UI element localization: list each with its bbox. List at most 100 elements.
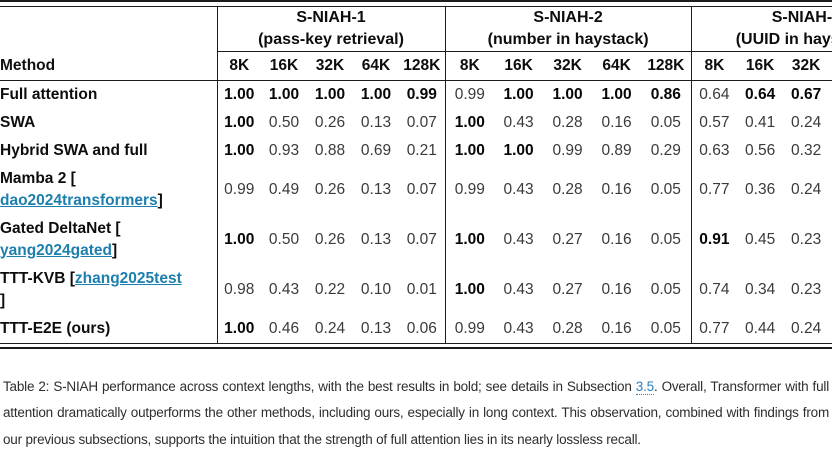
value-cell: 0.26 <box>314 230 346 248</box>
value-cell: 0.89 <box>601 141 632 159</box>
table-viewport: S-NIAH-1 (pass-key retrieval) S-NIAH-2 (… <box>0 0 832 349</box>
col-header-blank <box>829 51 832 81</box>
results-table: S-NIAH-1 (pass-key retrieval) S-NIAH-2 (… <box>0 7 832 343</box>
value-cell: 1.00 <box>360 85 392 103</box>
value-cell: 0.13 <box>360 180 392 198</box>
table-row: TTT-KVB [zhang2025test] 0.98 0.43 0.22 0.10 0… <box>0 264 832 315</box>
citation-link-zhang2025test[interactable]: zhang2025test <box>74 269 182 287</box>
value-cell: 0.43 <box>503 319 534 337</box>
table-row: Full attention 1.00 1.00 1.00 1.00 0.99 0.99 1.… <box>0 80 832 109</box>
value-cell: 1.00 <box>216 214 261 265</box>
value-cell: 0.06 <box>406 319 437 337</box>
value-cell: 0.29 <box>650 141 681 159</box>
method-text: Mamba 2 [ <box>0 169 76 187</box>
value-cell: 0.05 <box>650 319 681 337</box>
value-cell: 0.74 <box>690 264 738 315</box>
method-line: TTT-KVB [zhang2025test <box>0 268 217 290</box>
method-column-header: Method <box>0 51 217 81</box>
col-header-8k: 8K <box>216 51 261 81</box>
group-header-sniah-3: S-NIAH-3 (UUID in haystack) <box>690 7 832 52</box>
value-cell: 1.00 <box>216 80 261 109</box>
col-header-32k: 32K <box>783 51 830 81</box>
value-cell: 0.13 <box>360 230 392 248</box>
value-cell: 0.23 <box>791 230 822 248</box>
method-line: SWA <box>0 112 217 134</box>
method-cell: Mamba 2 [ dao2024transformers] <box>0 165 217 215</box>
value-cell: 0.99 <box>552 141 583 159</box>
value-cell: 1.00 <box>216 314 261 343</box>
table-row: SWA 1.00 0.50 0.26 0.13 0.07 1.00 0.43 0.28 0.16 0… <box>0 108 832 137</box>
value-cell: 0.43 <box>503 180 534 198</box>
value-cell: 0.43 <box>503 230 534 248</box>
value-cell: 0.43 <box>268 280 300 298</box>
value-cell: 0.69 <box>360 141 392 159</box>
value-cell: 0.32 <box>791 141 822 159</box>
value-cell: 0.22 <box>314 280 346 298</box>
value-cell: 0.77 <box>690 314 738 343</box>
value-cell: 0.16 <box>601 113 632 131</box>
value-cell: 0.01 <box>406 280 437 298</box>
group-title: S-NIAH-3 <box>771 9 832 26</box>
table-row: Mamba 2 [dao2024transformers] 0.99 0.49 0.2… <box>0 164 832 215</box>
value-cell: 0.91 <box>690 214 738 265</box>
value-cell: 1.00 <box>503 141 534 159</box>
group-subtitle: (number in haystack) <box>487 31 649 48</box>
value-cell: 0.45 <box>745 230 776 248</box>
method-cell: TTT-KVB [zhang2025test] <box>0 265 217 315</box>
method-line: Gated DeltaNet [ <box>0 218 217 240</box>
value-cell: 0.46 <box>268 319 300 337</box>
method-text: Full attention <box>0 85 98 103</box>
value-cell: 0.44 <box>745 319 776 337</box>
method-cell: Gated DeltaNet [yang2024gated] <box>0 215 217 265</box>
value-cell: 0.43 <box>503 113 534 131</box>
value-cell: 1.00 <box>444 108 495 137</box>
method-line: Mamba 2 [ <box>0 168 217 190</box>
value-cell: 0.50 <box>268 113 300 131</box>
method-cell: Hybrid SWA and full <box>0 137 217 165</box>
table-row: Gated DeltaNet [yang2024gated] 1.00 0.50 0.… <box>0 214 832 265</box>
value-cell: 0.99 <box>406 85 437 103</box>
method-cell: SWA <box>0 109 217 137</box>
citation-link-yang2024gated[interactable]: yang2024gated <box>0 241 112 259</box>
subsection-link[interactable]: 3.5 <box>635 378 654 395</box>
method-text: TTT-E2E (ours) <box>0 319 111 337</box>
group-title: S-NIAH-2 <box>533 9 603 26</box>
value-cell: 0.05 <box>650 180 681 198</box>
col-header-16k: 16K <box>261 51 307 81</box>
method-line: Full attention <box>0 84 217 106</box>
value-cell: 0.99 <box>216 164 261 215</box>
value-cell: 1.00 <box>444 136 495 165</box>
group-title: S-NIAH-1 <box>296 9 366 26</box>
value-cell: 0.67 <box>791 85 822 103</box>
value-cell: 0.16 <box>601 180 632 198</box>
value-cell: 0.63 <box>690 136 738 165</box>
value-cell: 0.07 <box>406 180 437 198</box>
method-text: ] <box>0 291 6 309</box>
value-cell: 0.98 <box>216 264 261 315</box>
value-cell: 0.07 <box>406 113 437 131</box>
method-text: ] <box>157 191 163 209</box>
value-cell: 1.00 <box>216 108 261 137</box>
value-cell: 0.41 <box>745 113 776 131</box>
value-cell: 0.24 <box>791 113 822 131</box>
value-cell: 0.24 <box>791 319 822 337</box>
col-header-32k: 32K <box>543 51 593 81</box>
value-cell: 0.86 <box>650 85 681 103</box>
table-body: Full attention 1.00 1.00 1.00 1.00 0.99 0.99 1.… <box>0 80 832 343</box>
value-cell: 1.00 <box>216 136 261 165</box>
value-cell: 0.23 <box>791 280 822 298</box>
value-cell: 0.05 <box>650 280 681 298</box>
col-header-16k: 16K <box>737 51 784 81</box>
group-header-sniah-2: S-NIAH-2 (number in haystack) <box>444 7 692 52</box>
value-cell: 0.88 <box>314 141 346 159</box>
value-cell: 0.07 <box>406 230 437 248</box>
value-cell: 0.26 <box>314 113 346 131</box>
value-cell: 0.05 <box>650 113 681 131</box>
citation-link-dao2024transformers[interactable]: dao2024transformers <box>0 191 158 209</box>
col-header-128k: 128K <box>399 51 446 81</box>
col-header-8k: 8K <box>690 51 738 81</box>
value-cell: 0.64 <box>745 85 776 103</box>
value-cell: 0.24 <box>314 319 346 337</box>
value-cell: 0.50 <box>268 230 300 248</box>
method-line: Hybrid SWA and full <box>0 140 217 162</box>
